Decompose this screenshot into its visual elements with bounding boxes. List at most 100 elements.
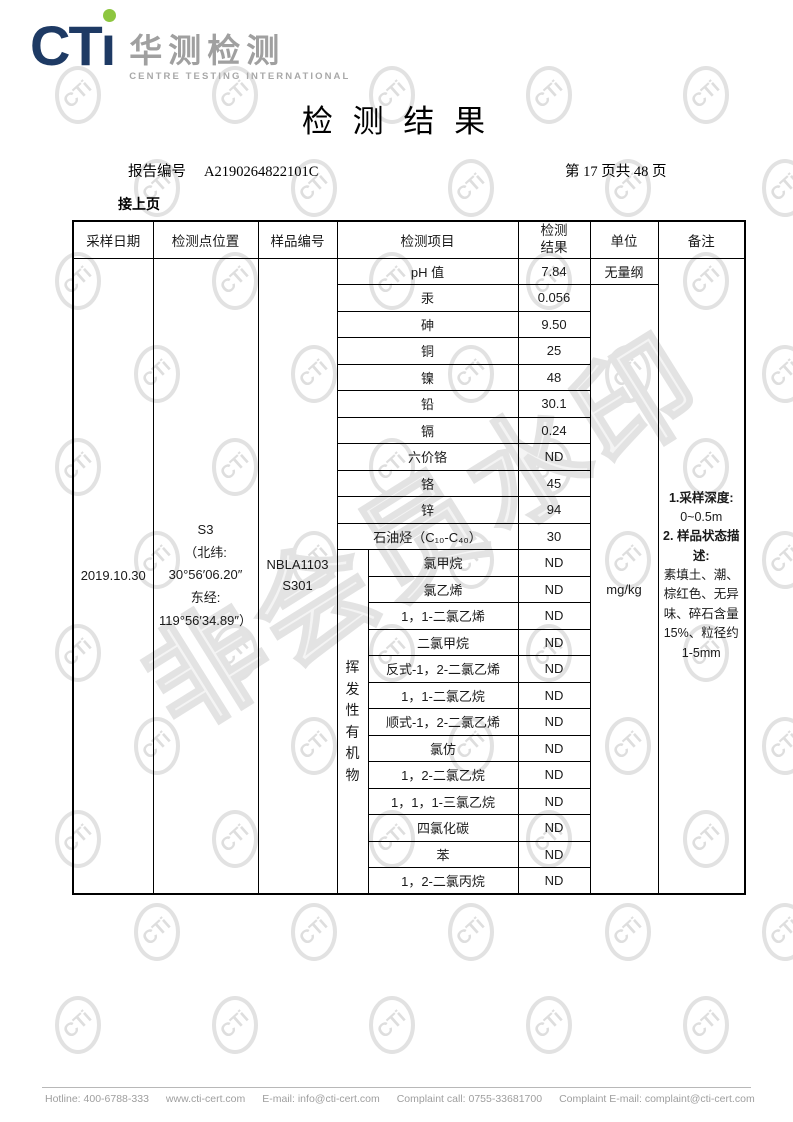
cell-test-result: ND <box>517 575 591 603</box>
logo-english-name: CENTRE TESTING INTERNATIONAL <box>129 71 351 82</box>
continued-from-previous-page-label: 接上页 <box>118 196 160 212</box>
cti-stamp-watermark: CTi <box>762 531 793 589</box>
footer-divider <box>42 1087 751 1088</box>
table-row: 2019.10.30 S3 （北纬: 30°56′06.20″ 东经: 119°5… <box>72 257 746 895</box>
cell-test-item: 四氯化碳 <box>367 814 519 842</box>
cell-test-item: 镍 <box>336 363 519 391</box>
cell-test-item: 氯甲烷 <box>367 549 519 577</box>
table-row: 锌 94 <box>73 496 745 524</box>
page-indicator: 第 17 页共 48 页 <box>565 164 667 180</box>
cell-test-result: ND <box>517 761 591 789</box>
cell-test-item: 镉 <box>336 416 519 444</box>
cell-test-item: 锌 <box>336 496 519 524</box>
cti-logo: CTı 华测检测 CENTRE TESTING INTERNATIONAL <box>30 9 350 82</box>
table-row: 1，1-二氯乙烯 ND <box>73 602 745 630</box>
cti-stamp-watermark: CTi <box>526 996 572 1054</box>
cell-test-result: ND <box>517 734 591 762</box>
report-number-group: 报告编号 A2190264822101C <box>128 160 318 181</box>
cell-test-result: ND <box>517 628 591 656</box>
cell-test-result: ND <box>517 549 591 577</box>
cti-stamp-watermark: CTi <box>55 996 101 1054</box>
table-row: 挥 发 性 有 机 物氯甲烷 ND <box>73 549 745 895</box>
cell-test-result: ND <box>517 814 591 842</box>
cell-test-item: 苯 <box>367 840 519 868</box>
cti-stamp-watermark: CTi <box>369 66 415 124</box>
table-row: 铜 25 <box>73 337 745 365</box>
cell-test-item: 1，1-二氯乙烯 <box>367 602 519 630</box>
results-table: 采样日期 检测点位置 样品编号 检测项目 检测 结果 单位 备注 2019.10.30 S3 … <box>72 220 746 895</box>
cell-remark: 1.采样深度: 0~0.5m 2. 样品状态描述: 素填土、潮、棕红色、无异味、碎石含… <box>657 257 746 895</box>
cti-stamp-watermark: CTi <box>448 903 494 961</box>
cell-unit-mgkg: mg/kg <box>589 284 659 895</box>
cell-test-item: 氯仿 <box>367 734 519 762</box>
col-header-unit: 单位 <box>589 220 659 259</box>
cti-stamp-watermark: CTi <box>762 345 793 403</box>
table-row: 汞 0.056 mg/kg <box>73 284 745 895</box>
cti-logo-letters: CTı <box>30 9 116 82</box>
footer-complaint-call: Complaint call: 0755-33681700 <box>396 1093 543 1105</box>
cell-test-item: 1，1-二氯乙烷 <box>367 681 519 709</box>
cti-stamp-watermark: CTi <box>134 903 180 961</box>
cti-stamp-watermark: CTi <box>605 159 651 217</box>
cell-test-result: 45 <box>517 469 591 497</box>
cti-stamp-watermark: CTi <box>55 66 101 124</box>
cti-stamp-watermark: CTi <box>291 903 337 961</box>
cti-stamp-watermark: CTi <box>526 66 572 124</box>
remark-segment: 1.采样深度: <box>668 490 734 505</box>
table-row: 1，2-二氯丙烷 ND <box>73 867 745 895</box>
table-row: 顺式-1，2-二氯乙烯 ND <box>73 708 745 736</box>
footer: Hotline: 400-6788-333 www.cti-cert.com E… <box>45 1093 785 1105</box>
col-header-test-result: 检测 结果 <box>517 220 591 259</box>
cell-test-result: 0.24 <box>517 416 591 444</box>
cell-test-item: 反式-1，2-二氯乙烯 <box>367 655 519 683</box>
cti-stamp-watermark: CTi <box>605 903 651 961</box>
table-row: 氯仿 ND <box>73 734 745 762</box>
cell-test-item: 1，2-二氯丙烷 <box>367 867 519 895</box>
cell-test-item: pH 值 <box>336 257 519 285</box>
cti-stamp-watermark: CTi <box>212 996 258 1054</box>
cti-stamp-watermark: CTi <box>762 903 793 961</box>
cti-stamp-watermark: CTi <box>369 996 415 1054</box>
cell-test-item: 汞 <box>336 284 519 312</box>
cti-logo-ct: CT <box>30 14 103 77</box>
cell-test-result: 30 <box>517 522 591 550</box>
cell-test-result: ND <box>517 708 591 736</box>
cti-logo-i: ı <box>101 9 116 74</box>
cell-test-item: 六价铬 <box>336 443 519 471</box>
cell-test-item: 砷 <box>336 310 519 338</box>
col-header-remark: 备注 <box>657 220 746 259</box>
col-header-sampling-date: 采样日期 <box>72 220 154 259</box>
cti-stamp-watermark: CTi <box>762 717 793 775</box>
cell-test-result: 48 <box>517 363 591 391</box>
cell-voc-group-label: 挥 发 性 有 机 物 <box>336 549 369 895</box>
footer-email: E-mail: info@cti-cert.com <box>262 1093 380 1105</box>
table-row: 砷 9.50 <box>73 310 745 338</box>
remark-segment: 2. 样品状态描述: <box>663 529 740 563</box>
cell-test-result: ND <box>517 655 591 683</box>
col-header-location: 检测点位置 <box>152 220 259 259</box>
cti-stamp-watermark: CTi <box>683 996 729 1054</box>
table-row: 1，2-二氯乙烷 ND <box>73 761 745 789</box>
cti-stamp-watermark: CTi <box>762 159 793 217</box>
cell-location: S3 （北纬: 30°56′06.20″ 东经: 119°56′34.89″） <box>152 257 259 895</box>
cell-test-result: 25 <box>517 337 591 365</box>
cell-test-result: ND <box>517 681 591 709</box>
footer-complaint-email: Complaint E-mail: complaint@cti-cert.com <box>559 1093 755 1105</box>
cell-test-result: ND <box>517 602 591 630</box>
cti-stamp-watermark: CTi <box>212 66 258 124</box>
cti-logo-wordmark: 华测检测 CENTRE TESTING INTERNATIONAL <box>129 18 350 82</box>
table-row: 1，1，1-三氯乙烷 ND <box>73 787 745 815</box>
cell-test-result: 30.1 <box>517 390 591 418</box>
cell-test-item: 二氯甲烷 <box>367 628 519 656</box>
cell-test-result: 0.056 <box>517 284 591 312</box>
footer-website: www.cti-cert.com <box>165 1093 246 1105</box>
cell-test-result: ND <box>517 787 591 815</box>
logo-green-dot-icon <box>102 9 116 22</box>
page-title: 检 测 结 果 <box>301 104 492 139</box>
cti-stamp-watermark: CTi <box>291 159 337 217</box>
report-number-label: 报告编号 <box>128 164 186 180</box>
cell-test-result: ND <box>517 443 591 471</box>
col-header-sample-no: 样品编号 <box>257 220 338 259</box>
